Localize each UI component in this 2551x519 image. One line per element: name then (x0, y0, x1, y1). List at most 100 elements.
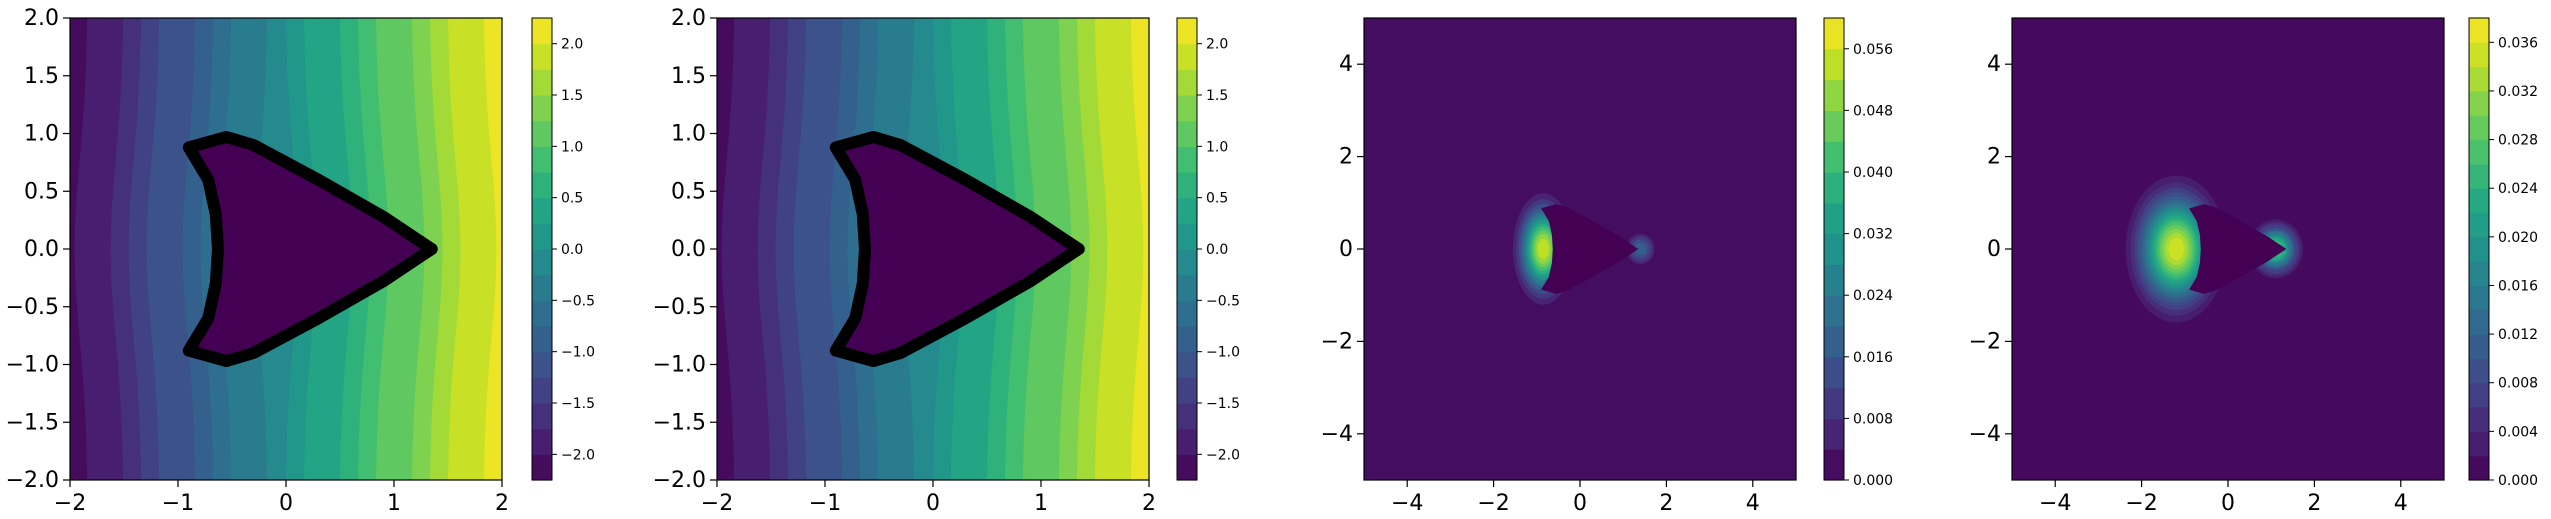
colorbar-segment (1824, 18, 1844, 50)
x-tick-label: 1 (1034, 491, 1048, 516)
colorbar-tick-label: 0.032 (1853, 227, 1893, 243)
colorbar-segment (1177, 120, 1197, 147)
colorbar-tick-label: 0.024 (2498, 181, 2538, 197)
chart-panel-3: −4 −2 0 2 4 4 2 0 −2 −4 0.056 0.048 0.040 0.032 0.024 0… (1321, 17, 1893, 516)
colorbar-segment (1177, 249, 1197, 276)
colorbar-segment (1177, 403, 1197, 430)
colorbar-segment (532, 223, 552, 250)
colorbar-tick-label: 0.0 (1206, 242, 1228, 258)
colorbar-tick-label: −0.5 (561, 293, 595, 309)
colorbar-segment (1824, 295, 1844, 327)
colorbar-segment (1177, 274, 1197, 301)
y-tick-label: −2 (1321, 329, 1353, 354)
error-peak-level (1537, 238, 1549, 260)
y-tick-label: 0 (1339, 237, 1353, 262)
colorbar-segment (532, 146, 552, 173)
colorbar-tick-label: 0.016 (1853, 350, 1893, 366)
colorbar-segment (1177, 428, 1197, 455)
y-tick-label: 2 (1987, 145, 2001, 170)
colorbar-segment (532, 197, 552, 224)
plot-area (70, 18, 502, 480)
colorbar-tick-label: 0.008 (1853, 411, 1893, 427)
colorbar-tick-label: 0.040 (1853, 165, 1893, 181)
colorbar-segment (1824, 172, 1844, 204)
colorbar-segment (1824, 141, 1844, 173)
colorbar-tick-label: 0.048 (1853, 103, 1893, 119)
x-tick-label: −2 (701, 491, 733, 516)
colorbar-tick-label: −2.0 (1206, 447, 1240, 463)
colorbar-segment (1177, 377, 1197, 404)
colorbar-segment (2469, 334, 2489, 360)
colorbar-segment (2469, 407, 2489, 432)
colorbar-tick-label: 0.000 (2498, 473, 2538, 489)
colorbar-frame (2468, 17, 2490, 481)
x-tick-label: −4 (2039, 491, 2071, 516)
y-tick-label: −1.5 (653, 410, 706, 435)
body-outline (829, 130, 1085, 368)
plot-area (717, 18, 1149, 480)
colorbar-tick-label: −2.0 (561, 447, 595, 463)
colorbar-segment (2469, 358, 2489, 384)
colorbar-segment (2469, 236, 2489, 262)
colorbar-tick-label: −1.0 (1206, 345, 1240, 361)
y-tick-label: −1.0 (6, 353, 59, 378)
colorbar-segment (1177, 454, 1197, 481)
x-tick-label: −2 (54, 491, 86, 516)
colorbar-segment (532, 249, 552, 276)
chart-panel-4: −4 −2 0 2 4 4 2 0 −2 −4 0.036 0.032 0.028 0.024 0.020 0… (1969, 17, 2538, 516)
error-peak-level (2168, 237, 2184, 261)
colorbar-segment (1177, 69, 1197, 96)
colorbar-tick-label: 0.0 (561, 242, 583, 258)
y-tick-label: 1.5 (24, 64, 59, 89)
colorbar-segment (2469, 139, 2489, 165)
y-tick-label: 0 (1987, 237, 2001, 262)
body-outline (182, 130, 438, 368)
colorbar-tick-label: 0.024 (1853, 288, 1893, 304)
plot-area (2012, 18, 2444, 480)
colorbar-segment (532, 403, 552, 430)
y-tick-label: −4 (1969, 422, 2001, 447)
chart-panel-1: −2 −1 0 1 2 2.0 1.5 1.0 0.5 0.0 −0.5 −1.0 −1.5 −2.0 2.… (6, 6, 595, 516)
colorbar-tick-label: 1.0 (1206, 139, 1228, 155)
y-tick-label: −4 (1321, 422, 1353, 447)
colorbar-tick-label: 0.036 (2498, 35, 2538, 51)
colorbar-segment (1177, 326, 1197, 353)
colorbar-tick-label: 2.0 (1206, 37, 1228, 53)
y-tick-label: 0.0 (24, 237, 59, 262)
colorbar-segment (1177, 18, 1197, 45)
colorbar-segment (532, 274, 552, 301)
colorbar-segment (2469, 285, 2489, 311)
chart-panel-2: −2 −1 0 1 2 2.0 1.5 1.0 0.5 0.0 −0.5 −1.0 −1.5 −2.0 2.… (653, 6, 1240, 516)
y-tick-label: 4 (1339, 52, 1353, 77)
colorbar-tick-label: 0.004 (2498, 424, 2538, 440)
y-tick-label: 0.5 (24, 179, 59, 204)
y-tick-label: 1.0 (24, 122, 59, 147)
x-tick-label: 4 (2394, 491, 2408, 516)
y-tick-label: −2.0 (653, 468, 706, 493)
colorbar-segment (1177, 43, 1197, 70)
x-tick-label: 2 (495, 491, 509, 516)
colorbar-segment (2469, 455, 2489, 481)
colorbar-tick-label: 1.5 (561, 88, 583, 104)
colorbar-tick-label: −1.0 (561, 345, 595, 361)
colorbar-segment (1824, 48, 1844, 81)
plot-area (1364, 18, 1796, 480)
colorbar-segment (532, 454, 552, 481)
y-tick-label: −2.0 (6, 468, 59, 493)
colorbar-tick-label: 0.008 (2498, 376, 2538, 392)
colorbar-tick-label: 1.0 (561, 139, 583, 155)
colorbar-segment (532, 377, 552, 404)
colorbar-tick-label: 0.056 (1853, 42, 1893, 58)
colorbar-tick-label: 0.000 (1853, 473, 1893, 489)
colorbar-segment (1177, 300, 1197, 327)
colorbar-tick-label: 0.012 (2498, 327, 2538, 343)
y-tick-label: −0.5 (6, 295, 59, 320)
y-tick-label: −0.5 (653, 295, 706, 320)
colorbar-segment (1824, 202, 1844, 235)
colorbar-tick-label: 2.0 (561, 37, 583, 53)
x-tick-label: 0 (1573, 491, 1587, 516)
colorbar-segment (2469, 115, 2489, 141)
y-tick-label: 2.0 (671, 6, 706, 31)
x-tick-label: −4 (1391, 491, 1423, 516)
colorbar-frame (1823, 17, 1845, 481)
